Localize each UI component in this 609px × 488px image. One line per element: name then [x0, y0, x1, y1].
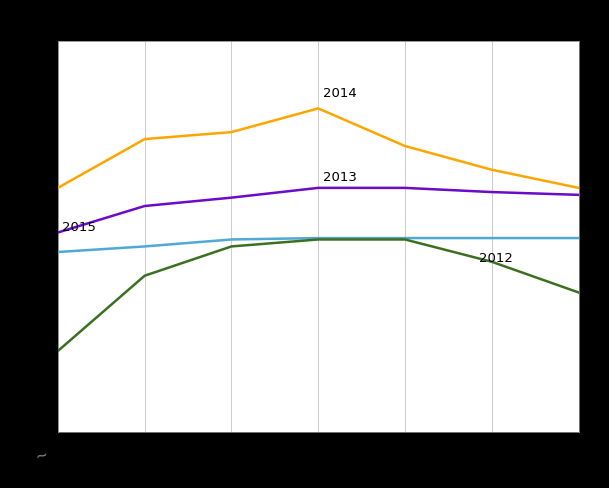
Text: ~: ~ [33, 447, 50, 464]
Text: 2014: 2014 [323, 87, 356, 100]
Text: 2015: 2015 [62, 221, 96, 234]
Text: 2013: 2013 [323, 171, 356, 184]
Text: 2012: 2012 [479, 252, 513, 265]
